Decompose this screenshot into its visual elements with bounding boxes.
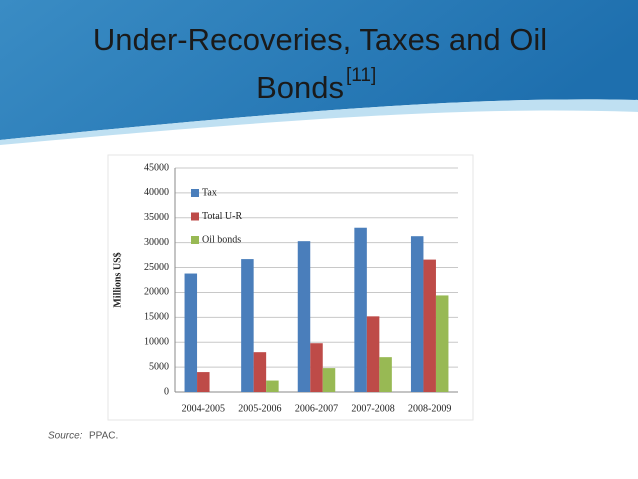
y-tick-label: 30000	[144, 237, 169, 248]
bar	[366, 316, 380, 392]
bar	[410, 236, 424, 392]
bar	[253, 352, 267, 392]
bar	[266, 380, 279, 392]
y-tick-label: 15000	[144, 312, 169, 323]
x-tick-label: 2005-2006	[238, 403, 281, 414]
x-tick-label: 2006-2007	[295, 403, 338, 414]
source-label: Source:	[48, 431, 83, 442]
title-line: Under-Recoveries, Taxes and Oil	[93, 22, 547, 57]
bar	[310, 343, 323, 392]
x-tick-label: 2004-2005	[182, 403, 225, 414]
y-tick-label: 40000	[144, 187, 169, 198]
chart: 0 5000 10000 15000 20000 25000 30000 35000 40000…	[112, 162, 458, 414]
bar	[297, 241, 311, 392]
legend-label: Tax	[202, 187, 217, 198]
bar	[184, 273, 198, 392]
x-tick-label: 2007-2008	[351, 403, 394, 414]
bar	[322, 368, 336, 392]
source-text: PPAC.	[89, 431, 118, 442]
legend-swatch	[191, 236, 199, 244]
x-tick-label: 2008-2009	[408, 403, 451, 414]
header-band	[0, 99, 638, 145]
y-tick-label: 5000	[149, 361, 169, 372]
header-wave	[0, 0, 638, 140]
bar	[435, 295, 449, 392]
y-tick-label: 10000	[144, 337, 169, 348]
y-tick-label: 45000	[144, 162, 169, 173]
title-superscript: [11]	[346, 65, 376, 86]
legend-label: Total U-R	[202, 211, 242, 222]
y-tick-label: 20000	[144, 287, 169, 298]
y-tick-label: 0	[164, 386, 169, 397]
bar	[423, 259, 436, 392]
legend-swatch	[191, 189, 199, 197]
title-line: Bonds	[256, 70, 344, 105]
y-tick-label: 35000	[144, 212, 169, 223]
bar	[354, 227, 367, 392]
y-axis-label: Millions US$	[112, 252, 123, 307]
y-tick-label: 25000	[144, 262, 169, 273]
bar	[197, 372, 210, 392]
legend-label: Oil bonds	[202, 234, 241, 245]
bar	[241, 259, 254, 392]
bar	[379, 357, 392, 392]
legend-swatch	[191, 212, 199, 221]
